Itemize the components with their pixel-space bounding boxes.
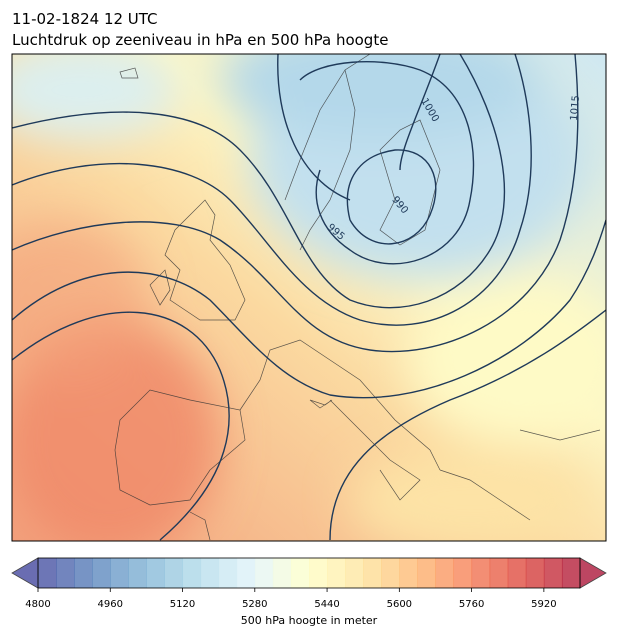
colorbar-tick-label: 4960 [98, 599, 123, 610]
colorbar-band [110, 558, 129, 588]
colorbar-band [146, 558, 165, 588]
colorbar-band [561, 558, 581, 588]
colorbar-band [543, 558, 563, 588]
colorbar-band [128, 558, 147, 588]
colorbar-band [200, 558, 220, 588]
colorbar-tick-label: 5600 [387, 599, 412, 610]
colorbar-band [236, 558, 256, 588]
colorbar-band [182, 558, 202, 588]
colorbar-band [272, 558, 292, 588]
colorbar-extend [11, 557, 39, 589]
colorbar-band [309, 558, 328, 588]
colorbar-band [345, 558, 364, 588]
colorbar-band [435, 558, 455, 588]
colorbar-extend [579, 557, 607, 589]
colorbar-tick-label: 5920 [531, 599, 556, 610]
colorbar-band [218, 558, 238, 588]
colorbar-band [453, 558, 473, 588]
isobar-label: 1015 [569, 95, 582, 121]
colorbar-label: 500 hPa hoogte in meter [241, 614, 378, 627]
colorbar-band [290, 558, 310, 588]
subtitle: Luchtdruk op zeeniveau in hPa en 500 hPa… [12, 31, 388, 49]
colorbar-band [399, 558, 418, 588]
colorbar-band [92, 558, 111, 588]
colorbar: 4800 4960 5120 5280 5440 5600 5760 5920 [11, 557, 607, 610]
map: 1000 1015 990 995 [12, 54, 606, 541]
colorbar-band [381, 558, 400, 588]
colorbar-band [38, 558, 57, 588]
colorbar-tick-label: 5760 [459, 599, 484, 610]
title: 11-02-1824 12 UTC [12, 10, 158, 28]
colorbar-tick-label: 5120 [170, 599, 195, 610]
colorbar-band [363, 558, 382, 588]
map-frame [11, 53, 607, 542]
colorbar-band [489, 558, 509, 588]
colorbar-band [56, 558, 75, 588]
colorbar-tick-label: 4800 [25, 599, 50, 610]
colorbar-band [164, 558, 184, 588]
colorbar-tick-label: 5440 [314, 599, 339, 610]
colorbar-band [507, 558, 527, 588]
colorbar-band [471, 558, 491, 588]
colorbar-band [74, 558, 93, 588]
colorbar-band [327, 558, 346, 588]
colorbar-band [254, 558, 274, 588]
colorbar-band [525, 558, 545, 588]
colorbar-frame [37, 557, 581, 589]
colorbar-tick-label: 5280 [242, 599, 267, 610]
colorbar-band [417, 558, 436, 588]
